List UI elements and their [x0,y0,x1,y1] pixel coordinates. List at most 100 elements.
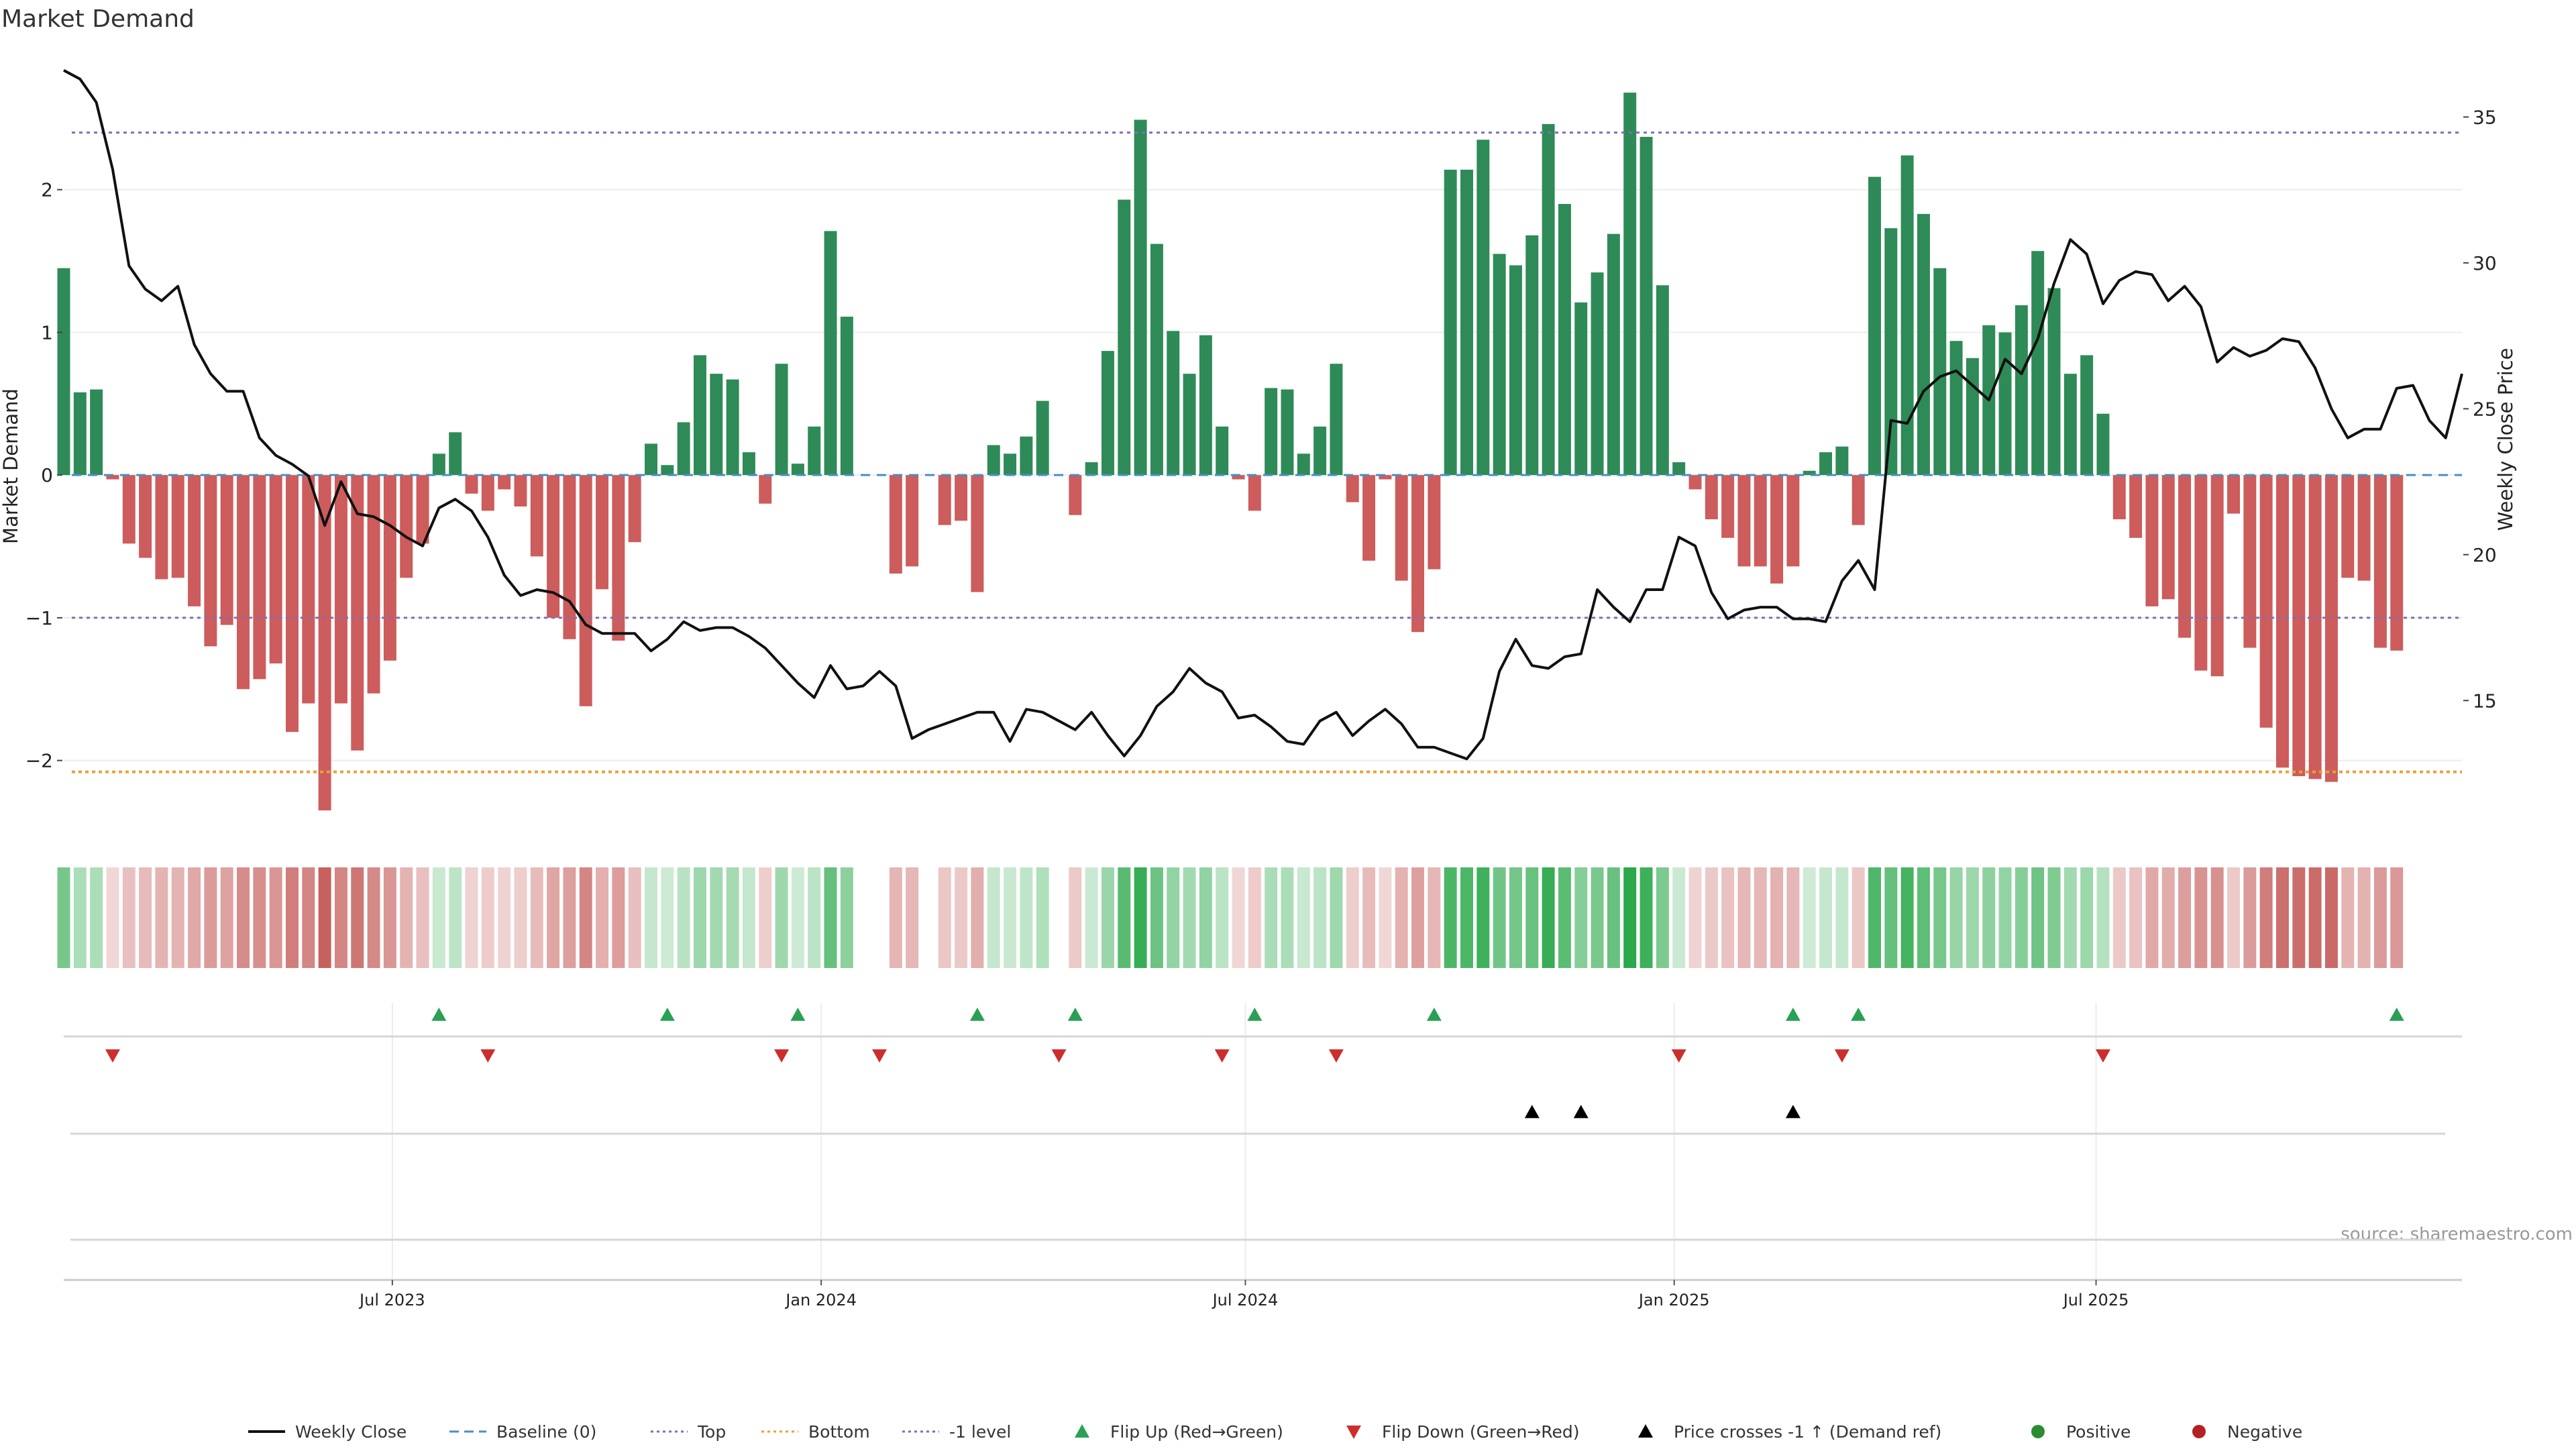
weekly-close-line [63,69,2463,761]
heat-cell [1183,867,1196,968]
demand-bar [1199,335,1212,476]
heat-cell [1411,867,1425,968]
heat-cell [677,867,690,968]
heat-cell [220,867,233,968]
heat-cell [1477,867,1490,968]
demand-bar [432,453,445,476]
heat-cell [889,867,902,968]
heat-cell [2357,867,2371,968]
heat-cell [1623,867,1637,968]
demand-bar [1542,123,1555,476]
flip-down-marker [105,1049,120,1063]
heat-cell [1330,867,1343,968]
demand-bar [1868,176,1881,476]
demand-bar [1933,268,1947,476]
demand-bar [971,475,984,592]
heat-cell [2390,867,2404,968]
heat-cell [971,867,984,968]
heat-cell [1819,867,1833,968]
demand-bar [1216,426,1229,476]
heat-cell [1900,867,1914,968]
demand-bar [710,374,723,476]
demand-bar [775,364,788,476]
demand-bar [1477,140,1490,476]
y-axis-label: Market Demand [0,388,22,544]
heat-cell [139,867,152,968]
demand-bar [1623,93,1637,476]
heat-cell [155,867,168,968]
demand-bar [383,475,396,661]
heat-cell [1199,867,1212,968]
flip-down-marker [480,1049,496,1063]
heat-cell [2145,867,2159,968]
demand-bar [1004,453,1017,476]
heat-cell [1346,867,1359,968]
heat-cell [1167,867,1180,968]
demand-bar [367,475,380,694]
demand-bar [2178,475,2192,638]
demand-bar [1509,265,1522,476]
demand-bar [1183,374,1196,476]
heat-cell [351,867,364,968]
heat-cell [2227,867,2241,968]
heat-cell [367,867,380,968]
demand-bar [2145,475,2159,606]
chart-title: Market Demand [1,5,195,33]
heat-cell [1493,867,1506,968]
heat-cell [1574,867,1588,968]
heat-cell [1786,867,1800,968]
heat-cell [2194,867,2208,968]
heat-cell [1672,867,1686,968]
demand-bar [1786,475,1800,567]
demand-bar [1591,272,1604,476]
flip-up-marker [1067,1008,1083,1021]
heat-cell [1917,867,1930,968]
demand-bar [1949,341,1963,476]
demand-bar [726,379,739,476]
demand-bar [2275,475,2289,768]
heat-cell [1232,867,1245,968]
heat-cell [742,867,755,968]
heat-cell [1069,867,1082,968]
demand-bar [2194,475,2208,671]
demand-bar [220,475,233,625]
x-tick-label: Jul 2023 [358,1291,425,1309]
heat-cell [188,867,201,968]
x-tick-label: Jan 2024 [784,1291,857,1309]
legend-item: Positive [2031,1422,2131,1442]
demand-bar [2259,475,2273,728]
legend-label: -1 level [949,1422,1011,1442]
heat-cell [2096,867,2110,968]
heat-cell [759,867,772,968]
heat-cell [938,867,951,968]
demand-bar [530,475,543,557]
demand-bar [759,475,772,504]
heat-cell [824,867,837,968]
heat-cell [2129,867,2143,968]
flip-up-marker [659,1008,675,1021]
flip-up-marker [431,1008,447,1021]
heat-cell [2259,867,2273,968]
heat-cell [1949,867,1963,968]
heat-cell [1101,867,1114,968]
heat-cell [1444,867,1457,968]
demand-bar [253,475,266,680]
demand-bar [1835,446,1849,476]
demand-bar [481,475,494,511]
legend-label: Top [697,1422,726,1442]
demand-bar [1754,475,1767,567]
demand-bar [2015,305,2028,476]
demand-bar [1297,453,1310,476]
demand-bar [1900,155,1914,476]
demand-bar [2373,475,2387,648]
heat-cell [416,867,429,968]
demand-bar [1379,475,1392,480]
heat-cell [645,867,657,968]
heat-cell [334,867,347,968]
heat-cell [90,867,103,968]
demand-bar [579,475,592,706]
legend-item: Flip Down (Green→Red) [1346,1422,1580,1442]
heat-cell [269,867,282,968]
demand-bar [547,475,560,618]
